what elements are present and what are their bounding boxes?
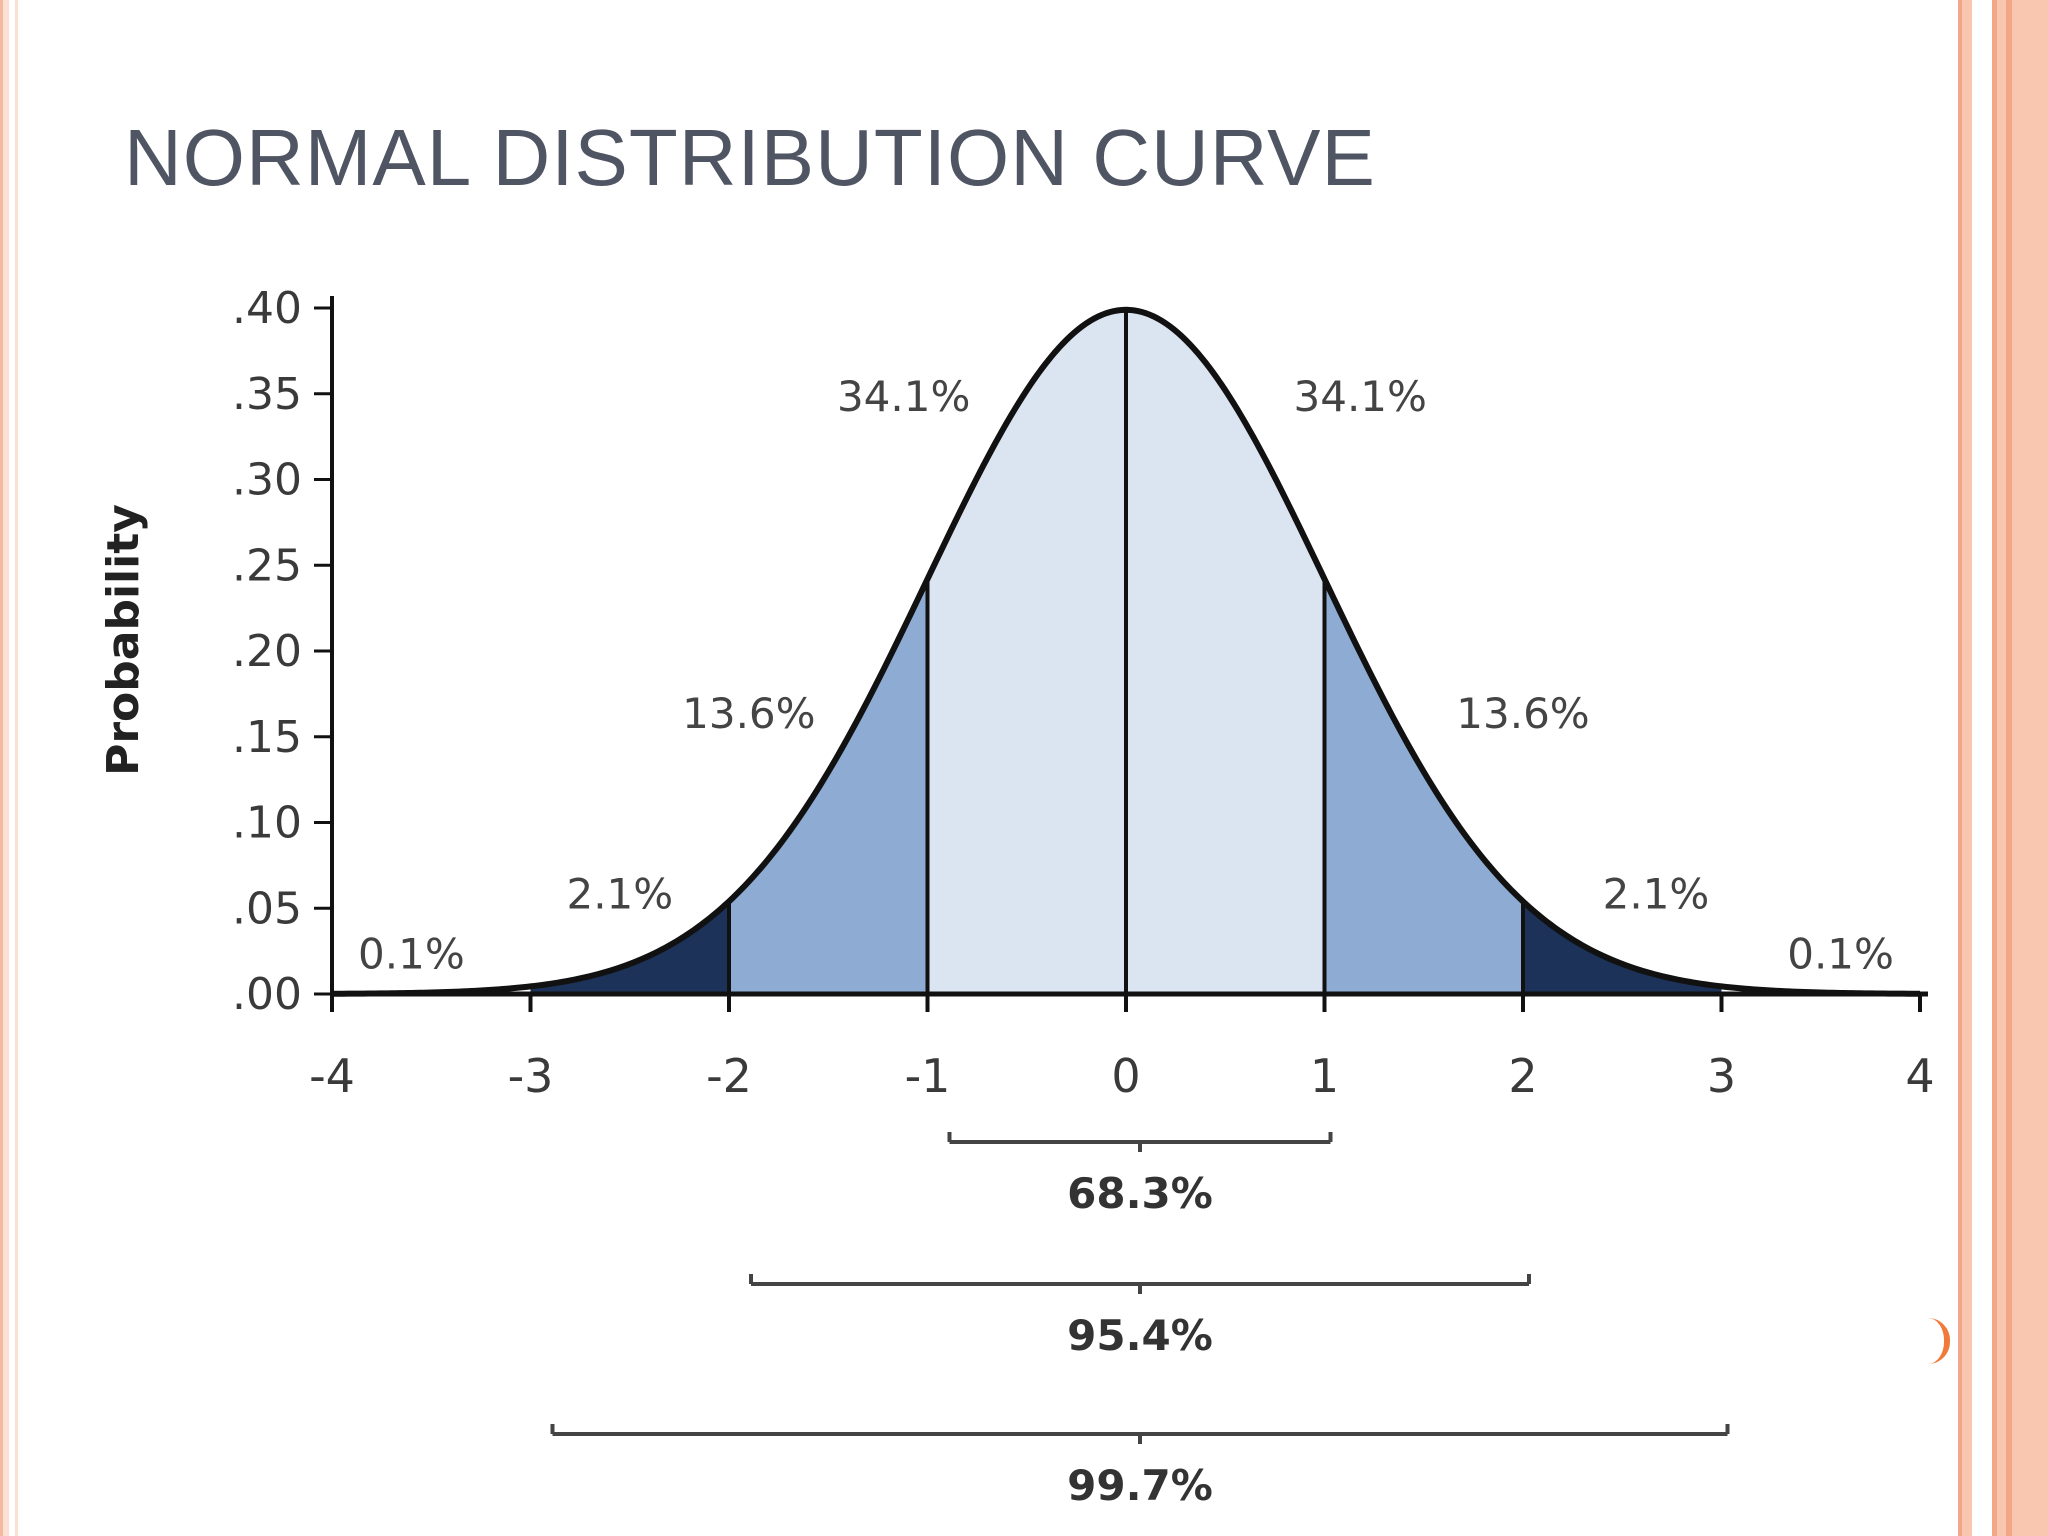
y-tick-label: .05 <box>232 883 302 934</box>
slide-left-border <box>0 0 18 1536</box>
region-percent-label: 0.1% <box>358 929 465 978</box>
x-tick-label: 3 <box>1707 1049 1736 1103</box>
axes: .00 .05 .10 .15 .20 .25 .30 .35 .40 -4 -3 -2 -1 0 1 2 3 4 <box>232 283 1935 1103</box>
shaded-regions <box>530 309 1722 994</box>
region-1 <box>530 901 729 994</box>
density-curve-line <box>331 306 1921 997</box>
range-percent-label: 68.3% <box>1067 1169 1213 1218</box>
y-tick-label: .20 <box>232 626 302 677</box>
orange-decoration <box>1928 1318 1950 1364</box>
x-tick-label: -3 <box>508 1049 554 1103</box>
range-percent-label: 99.7% <box>1067 1461 1213 1510</box>
range-brackets: 68.3% 95.4% 99.7% <box>550 1132 1730 1510</box>
region-percent-label: 0.1% <box>1787 929 1894 978</box>
y-tick-label: .35 <box>232 369 302 420</box>
x-tick-label: 4 <box>1905 1049 1934 1103</box>
y-tick-label: .25 <box>232 540 302 591</box>
y-tick-label: .30 <box>232 455 302 506</box>
x-tick-label: -2 <box>706 1049 752 1103</box>
region-6 <box>1523 901 1722 994</box>
y-tick-label: .15 <box>232 712 302 763</box>
slide-right-border <box>1958 0 2048 1536</box>
y-tick-label: .10 <box>232 798 302 849</box>
x-tick-label: 2 <box>1508 1049 1537 1103</box>
y-tick-label: .40 <box>232 283 302 334</box>
region-percent-label: 2.1% <box>566 869 673 918</box>
range-percent-label: 95.4% <box>1067 1311 1213 1360</box>
region-percent-label: 34.1% <box>837 372 970 421</box>
slide-title: NORMAL DISTRIBUTION CURVE <box>124 113 1376 202</box>
region-percent-label: 13.6% <box>682 689 815 738</box>
x-tick-label: -1 <box>905 1049 951 1103</box>
y-axis-label: Probability <box>98 504 149 776</box>
y-tick-label: .00 <box>232 969 302 1020</box>
x-tick-label: 1 <box>1310 1049 1339 1103</box>
region-labels: 0.1% 2.1% 13.6% 34.1% 34.1% 13.6% 2.1% 0.1% <box>358 372 1894 978</box>
density-curve <box>331 306 1921 997</box>
region-percent-label: 2.1% <box>1603 869 1710 918</box>
region-percent-label: 13.6% <box>1456 689 1589 738</box>
region-percent-label: 34.1% <box>1294 372 1427 421</box>
x-tick-label: -4 <box>309 1049 355 1103</box>
x-tick-label: 0 <box>1111 1049 1140 1103</box>
